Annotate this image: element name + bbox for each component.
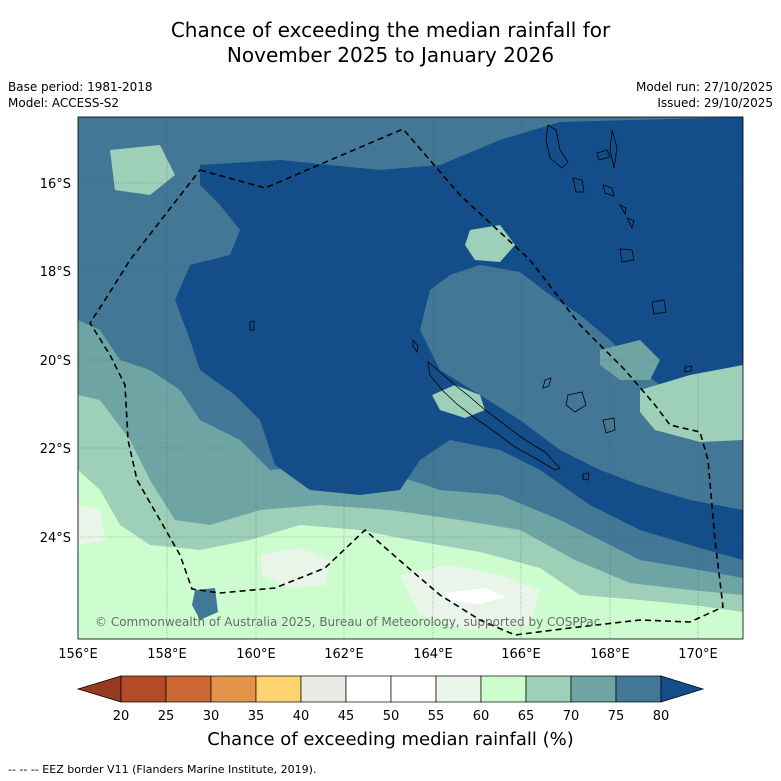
lon-tick-166: 166°E (501, 647, 541, 662)
colorbar-tick-40: 40 (293, 709, 310, 724)
maewo-island (609, 129, 618, 169)
colorbar-tick-60: 60 (473, 709, 490, 724)
band-above-80 (175, 117, 743, 560)
eez-border (89, 128, 724, 636)
colorbar: 20 25 30 35 40 45 50 55 60 65 70 75 80 (76, 675, 705, 724)
colorbar-tick-55: 55 (428, 709, 445, 724)
lon-tick-156: 156°E (58, 647, 98, 662)
colorbar-bin-25-30 (165, 675, 212, 703)
colorbar-label: Chance of exceeding median rainfall (%) (207, 729, 574, 750)
band-50-55-patch (445, 588, 505, 604)
colorbar-tick-20: 20 (113, 709, 130, 724)
lon-tick-168: 168°E (590, 647, 630, 662)
band-inclusion-loyalty (600, 340, 660, 380)
lat-tick-18s: 18°S (40, 265, 71, 280)
model-name: Model: ACCESS-S2 (8, 96, 120, 110)
lon-tick-160: 160°E (236, 647, 276, 662)
ambae-island (596, 149, 611, 161)
lon-tick-164: 164°E (413, 647, 453, 662)
latitude-axis: 16°S 18°S 20°S 22°S 24°S (40, 177, 71, 546)
colorbar-bin-20-25 (120, 675, 167, 703)
colorbar-tick-30: 30 (203, 709, 220, 724)
colorbar-bin-55-60 (435, 675, 482, 703)
band-inclusion-northwest (110, 145, 175, 195)
base-period: Base period: 1981-2018 (8, 80, 153, 94)
colorbar-bin-60-65 (480, 675, 527, 703)
lat-tick-16s: 16°S (40, 177, 71, 192)
copyright-notice: © Commonwealth of Australia 2025, Bureau… (95, 615, 600, 629)
epi-island (619, 204, 627, 216)
band-55-60-south (260, 548, 330, 588)
colorbar-tick-65: 65 (518, 709, 535, 724)
lon-tick-170: 170°E (678, 647, 718, 662)
band-55-60-west (78, 505, 105, 545)
graticule (78, 117, 743, 639)
ouvea-island (542, 377, 552, 389)
band-inclusion-east (640, 365, 743, 442)
colorbar-bin-35-40 (255, 675, 302, 703)
chesterfield-islands (249, 320, 255, 331)
tanna-island (651, 299, 667, 315)
lat-tick-24s: 24°S (40, 531, 71, 546)
mare-island (602, 417, 616, 434)
ambrym-island (602, 184, 615, 197)
map-frame (77, 116, 744, 640)
shepherd-islands (626, 217, 635, 230)
malekula-island (572, 177, 585, 193)
colorbar-extend-high (660, 675, 705, 703)
colorbar-bin-40-45 (300, 675, 347, 703)
probability-field: © Commonwealth of Australia 2025, Bureau… (78, 117, 743, 639)
espiritu-santo (545, 124, 569, 169)
meta-right: Model run: 27/10/2025 Issued: 29/10/2025 (636, 79, 773, 111)
lat-tick-22s: 22°S (40, 442, 71, 457)
colorbar-bin-65-70 (525, 675, 572, 703)
longitude-axis: 156°E 158°E 160°E 162°E 164°E 166°E 168°… (58, 647, 718, 662)
title-line-1: Chance of exceeding the median rainfall … (170, 18, 611, 42)
band-inclusion-south-dark (192, 588, 218, 620)
colorbar-extend-low (76, 675, 122, 703)
lifou-island (565, 391, 587, 413)
lat-tick-20s: 20°S (40, 354, 71, 369)
eez-footnote: -- -- -- EEZ border V11 (Flanders Marine… (8, 763, 317, 776)
lon-tick-158: 158°E (147, 647, 187, 662)
new-caledonia-coastline (427, 361, 561, 471)
colorbar-bin-50-55 (390, 675, 437, 703)
colorbar-bin-30-35 (210, 675, 257, 703)
meta-left: Base period: 1981-2018 Model: ACCESS-S2 (8, 79, 153, 111)
efate-island (619, 248, 635, 263)
isle-of-pines (582, 472, 590, 481)
colorbar-tick-45: 45 (338, 709, 355, 724)
colorbar-bin-75-80 (615, 675, 662, 703)
colorbar-tick-50: 50 (383, 709, 400, 724)
colorbar-tick-25: 25 (158, 709, 175, 724)
title-line-2: November 2025 to January 2026 (226, 43, 555, 67)
model-run: Model run: 27/10/2025 (635, 80, 773, 94)
colorbar-tick-75: 75 (608, 709, 625, 724)
lon-tick-162: 162°E (324, 647, 364, 662)
colorbar-tick-70: 70 (563, 709, 580, 724)
colorbar-bin-45-50 (345, 675, 392, 703)
hunter-island (684, 365, 693, 373)
issued-date: Issued: 29/10/2025 (657, 96, 773, 110)
colorbar-tick-80: 80 (653, 709, 670, 724)
chart-title: Chance of exceeding the median rainfall … (0, 18, 781, 68)
belep-islands (412, 338, 419, 354)
colorbar-tick-35: 35 (248, 709, 265, 724)
colorbar-bin-70-75 (570, 675, 617, 703)
